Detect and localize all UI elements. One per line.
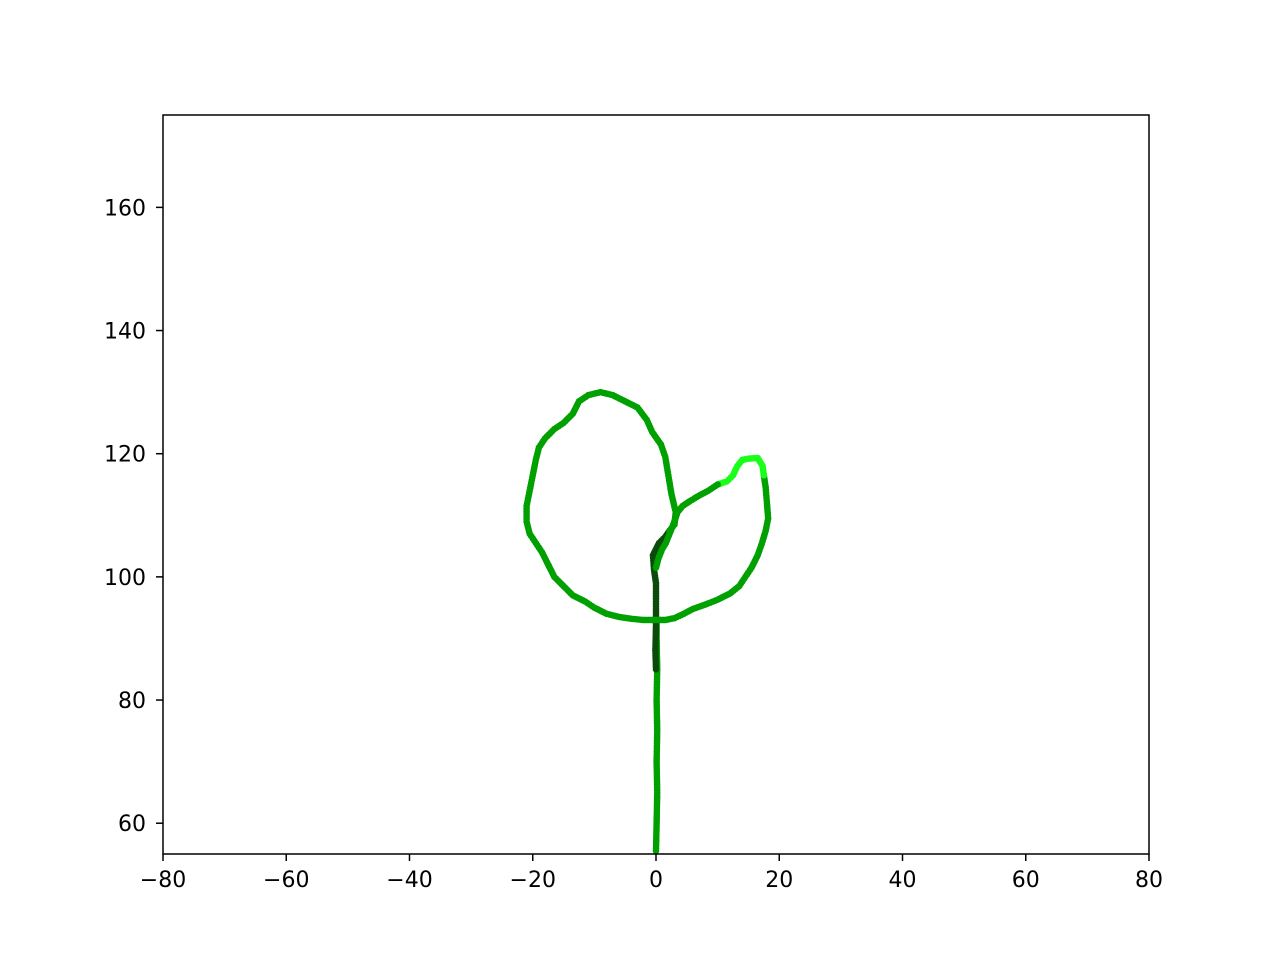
series-4 bbox=[652, 481, 721, 571]
x-tick-label-6: 40 bbox=[889, 868, 917, 893]
x-axis: −80 −60 −40 −20 0 20 40 60 80 bbox=[140, 854, 1163, 893]
y-tick-label-4: 140 bbox=[104, 320, 146, 345]
x-tick-label-4: 0 bbox=[649, 868, 663, 893]
series-3 bbox=[714, 454, 768, 488]
y-tick-label-3: 120 bbox=[104, 443, 146, 468]
y-tick-label-2: 100 bbox=[104, 566, 146, 591]
x-tick-label-5: 20 bbox=[765, 868, 793, 893]
x-tick-label-1: −60 bbox=[263, 868, 309, 893]
x-tick-label-0: −80 bbox=[140, 868, 186, 893]
y-tick-label-0: 60 bbox=[118, 812, 146, 837]
x-tick-label-7: 60 bbox=[1012, 868, 1040, 893]
data-marks bbox=[523, 388, 772, 855]
y-tick-label-5: 160 bbox=[104, 196, 146, 221]
y-tick-label-1: 80 bbox=[118, 689, 146, 714]
x-tick-label-2: −40 bbox=[386, 868, 432, 893]
point-4-43 bbox=[652, 564, 660, 571]
y-axis: 60 80 100 120 140 160 bbox=[104, 196, 163, 837]
x-tick-label-3: −20 bbox=[510, 868, 556, 893]
x-tick-label-8: 80 bbox=[1135, 868, 1163, 893]
